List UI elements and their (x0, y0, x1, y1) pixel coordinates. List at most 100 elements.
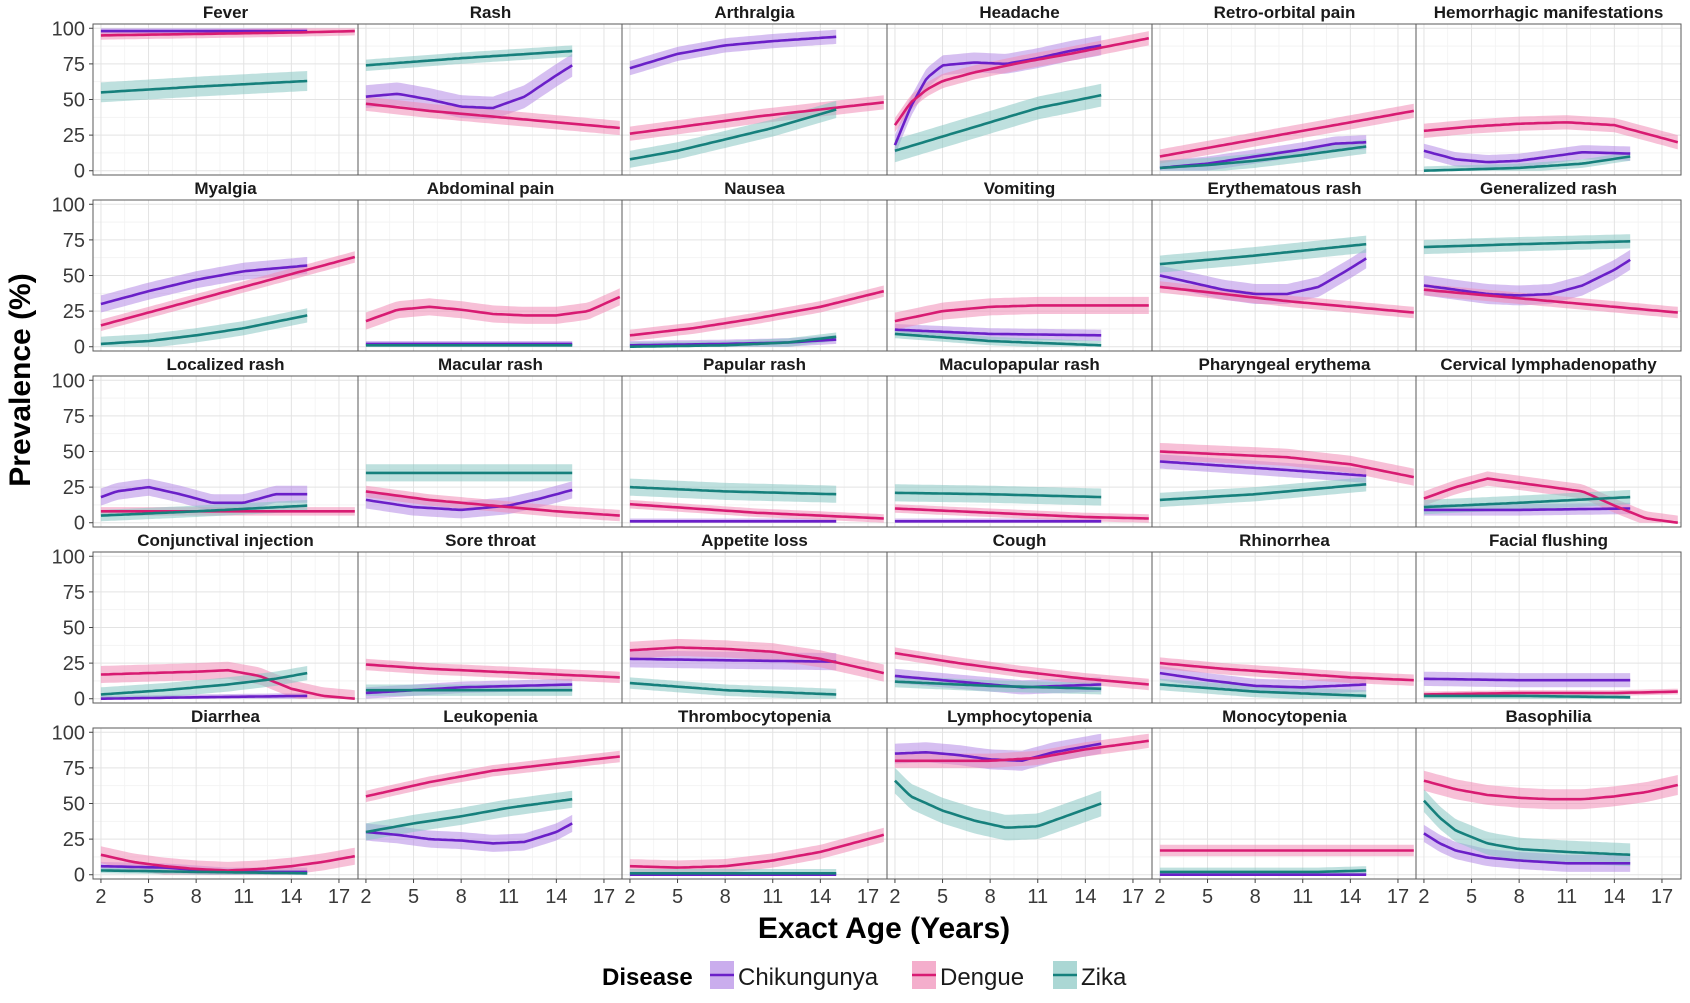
deng-confidence-band (894, 733, 1149, 768)
legend-title: Disease (602, 964, 693, 991)
y-tick-label: 0 (74, 865, 85, 887)
deng-trend-line (894, 739, 1149, 763)
facet-title: Retro-orbital pain (1214, 3, 1356, 22)
y-tick-label: 25 (63, 653, 85, 675)
x-tick-label: 14 (545, 886, 567, 908)
zika-trend-line (100, 79, 308, 94)
facet-title: Thrombocytopenia (678, 707, 832, 726)
facet-panel: Abdominal pain (357, 179, 624, 352)
x-tick-label: 17 (857, 886, 879, 908)
deng-trend-line (629, 101, 884, 135)
x-tick-label: 8 (985, 886, 996, 908)
facet-panel: Conjunctival injection 0 25 50 75 100 (52, 531, 359, 711)
facet-title: Fever (203, 3, 249, 22)
facet-panel: Papular rash (621, 355, 888, 528)
facet-panel: Rash (357, 3, 624, 176)
zika-trend-line (1159, 483, 1367, 502)
chik-trend-line (365, 64, 573, 110)
zika-trend-line (365, 49, 573, 67)
panel-border (1415, 199, 1682, 352)
panel-border (1415, 551, 1682, 704)
x-tick-label: 8 (191, 886, 202, 908)
facet-panel: Macular rash (357, 355, 624, 528)
facet-panel: Thrombocytopenia 2 5 8 11 14 17 (621, 707, 888, 908)
y-tick-label: 50 (63, 794, 85, 816)
y-tick-label: 75 (63, 54, 85, 76)
y-tick-label: 75 (63, 582, 85, 604)
zika-trend-line (894, 93, 1102, 153)
zika-trend-line (893, 779, 1102, 829)
facet-panel: Myalgia 0 25 50 75 100 (52, 179, 359, 359)
deng-trend-line (1423, 121, 1679, 144)
zika-confidence-band (1423, 152, 1631, 171)
deng-trend-line (893, 36, 1150, 126)
deng-confidence-band (365, 288, 620, 330)
facet-panel: Nausea (621, 179, 888, 352)
facet-title: Rash (470, 3, 512, 22)
facet-panel: Monocytopenia 2 5 8 11 14 17 (1151, 707, 1418, 908)
x-tick-label: 11 (1556, 886, 1577, 908)
facet-title: Cervical lymphadenopathy (1440, 355, 1657, 374)
facet-panel: Sore throat (357, 531, 624, 704)
x-tick-label: 11 (1292, 886, 1313, 908)
deng-trend-line (365, 755, 620, 798)
zika-trend-line (100, 671, 308, 696)
zika-legend-label: Zika (1081, 964, 1127, 991)
deng-trend-line (629, 833, 885, 869)
x-tick-label: 2 (889, 886, 900, 908)
deng-trend-line (1423, 288, 1678, 314)
deng-trend-line (365, 663, 620, 679)
facet-title: Pharyngeal erythema (1199, 355, 1372, 374)
deng-trend-line (894, 507, 1149, 520)
x-tick-label: 14 (1603, 886, 1625, 908)
chik-trend-line (365, 488, 573, 512)
deng-confidence-band (1159, 657, 1414, 686)
zika-trend-line (100, 869, 308, 875)
chik-trend-line (629, 657, 837, 663)
zika-trend-line (894, 332, 1102, 347)
x-tick-label: 11 (1027, 886, 1048, 908)
deng-trend-line (1423, 690, 1678, 696)
deng-trend-line (1423, 477, 1678, 524)
x-tick-label: 14 (1074, 886, 1096, 908)
facet-title: Vomiting (984, 179, 1055, 198)
facet-title: Generalized rash (1480, 179, 1617, 198)
zika-trend-line (894, 680, 1102, 691)
deng-trend-line (100, 668, 355, 700)
deng-confidence-band (629, 827, 884, 875)
zika-trend-line (1423, 495, 1631, 509)
zika-trend-line (100, 314, 308, 346)
x-tick-label: 2 (624, 886, 635, 908)
legend: Disease Chikungunya Dengue Zika (602, 961, 1127, 991)
chik-trend-line (100, 694, 308, 700)
x-tick-label: 11 (233, 886, 254, 908)
facet-panel: Basophilia 2 5 8 11 14 17 (1415, 707, 1682, 908)
deng-trend-line (1159, 661, 1414, 682)
chik-trend-line (365, 822, 573, 845)
facet-title: Arthralgia (714, 3, 795, 22)
zika-trend-line (1423, 155, 1631, 172)
deng-trend-line (365, 295, 621, 323)
facet-title: Monocytopenia (1222, 707, 1347, 726)
facet-panel: Hemorrhagic manifestations (1415, 3, 1682, 176)
x-tick-label: 17 (1387, 886, 1409, 908)
x-tick-label: 5 (143, 886, 154, 908)
x-tick-label: 17 (328, 886, 350, 908)
y-tick-label: 100 (52, 194, 85, 216)
zika-trend-line (629, 335, 837, 348)
x-tick-label: 17 (1122, 886, 1144, 908)
deng-trend-line (629, 646, 885, 675)
facet-title: Nausea (724, 179, 785, 198)
deng-confidence-band (629, 639, 884, 682)
chik-trend-line (1423, 832, 1631, 865)
x-tick-label: 5 (672, 886, 683, 908)
y-tick-label: 0 (74, 689, 85, 711)
y-tick-label: 100 (52, 18, 85, 40)
chik-trend-line (100, 485, 308, 505)
facet-title: Abdominal pain (427, 179, 555, 198)
facet-panel: Leukopenia 2 5 8 11 14 17 (357, 707, 624, 908)
zika-trend-line (629, 681, 837, 696)
y-tick-label: 100 (52, 722, 85, 744)
zika-trend-line (1159, 145, 1367, 170)
